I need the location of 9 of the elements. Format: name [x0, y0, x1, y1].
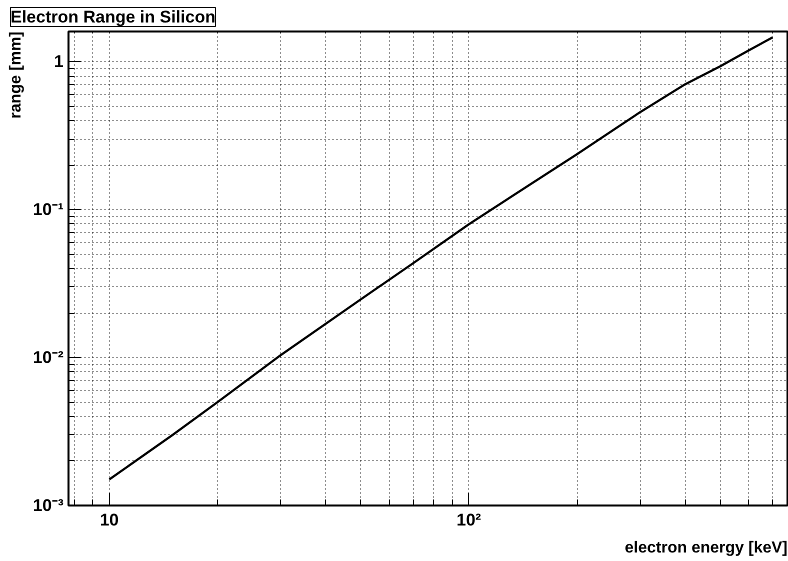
y-tick-label: 10⁻²	[32, 348, 64, 368]
y-tick-label: 10⁻¹	[32, 200, 64, 220]
x-tick-label: 10	[100, 510, 119, 530]
chart-title: Electron Range in Silicon	[10, 8, 216, 26]
x-axis-title: electron energy [keV]	[624, 540, 788, 556]
x-tick-label: 10²	[456, 510, 482, 530]
y-tick-label: 1	[54, 52, 64, 72]
y-axis-title: range [mm]	[8, 32, 24, 119]
y-tick-label: 10⁻³	[32, 496, 64, 515]
